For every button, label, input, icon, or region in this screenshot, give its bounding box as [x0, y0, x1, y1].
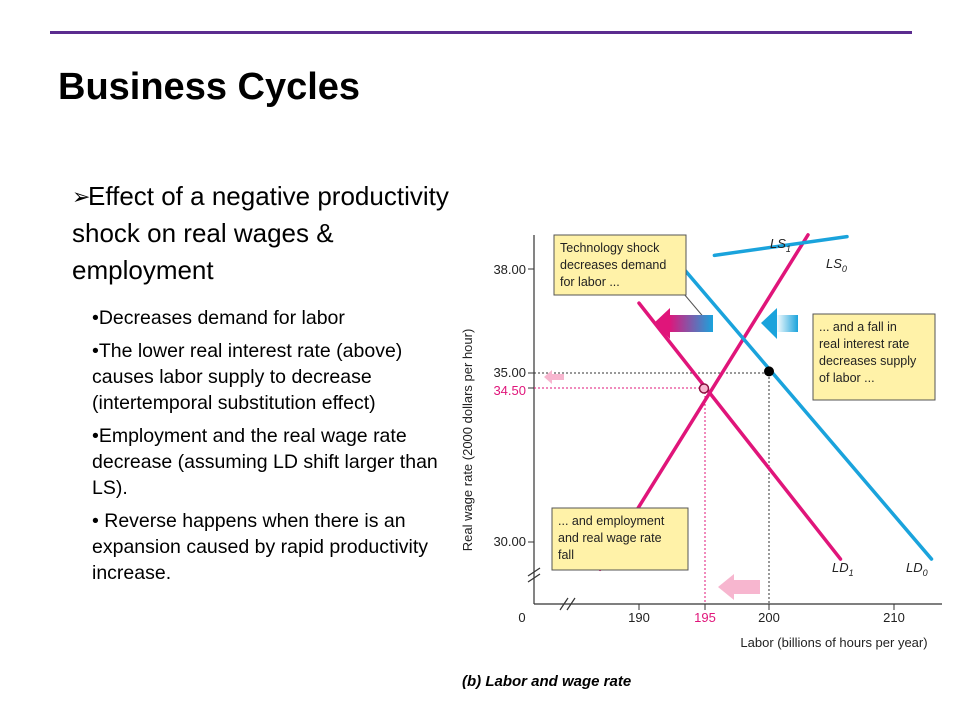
sub-bullet-item: •Decreases demand for labor: [92, 307, 345, 329]
curve-labels: LS1 LS0 LD1 LD0: [770, 236, 928, 578]
y-axis-break: [527, 567, 541, 583]
annotation-line: fall: [558, 548, 574, 562]
y-axis-label: Real wage rate (2000 dollars per hour): [460, 329, 475, 552]
equilibrium-guides: [534, 372, 770, 604]
svg-text:... and a fall in real i: ... and a fall in real interest rate dec…: [819, 320, 920, 385]
svg-text:Technology shock decreas: Technology shock decreases demand for la…: [560, 241, 670, 289]
annotation-technology-shock: Technology shock decreases demand for la…: [553, 234, 687, 296]
origin-label: 0: [518, 610, 525, 625]
x-tick-label: 200: [758, 610, 780, 625]
annotation-line: and real wage rate: [558, 531, 662, 545]
curve-ld0: [676, 260, 934, 561]
annotation-line: ... and employment: [558, 514, 665, 528]
curve-ld1: [637, 301, 843, 561]
employment-fall-arrow: [718, 574, 760, 600]
curve-label-ld1: LD1: [832, 560, 854, 578]
x-axis-label: Labor (billions of hours per year): [740, 635, 927, 650]
annotation-supply-fall: ... and a fall in real interest rate dec…: [812, 313, 936, 401]
labor-market-chart: Real wage rate (2000 dollars per hour) 0…: [460, 233, 942, 650]
x-tick-label: 190: [628, 610, 650, 625]
annotation-line: of labor ...: [819, 371, 875, 385]
y-tick-label: 34.50: [493, 383, 526, 398]
annotation-line: for labor ...: [560, 275, 620, 289]
supply-shift-arrow: [761, 308, 798, 339]
y-tick-label: 35.00: [493, 365, 526, 380]
curve-ls0: [712, 234, 849, 258]
y-tick-label: 38.00: [493, 262, 526, 277]
main-bullet-text: Effect of a negative productivity shock …: [72, 181, 449, 285]
arrow-bullet-icon: ➢: [72, 184, 91, 209]
annotation-line: Technology shock: [560, 241, 660, 255]
equilibrium-points: [698, 366, 774, 394]
equilibrium-point-initial: [764, 366, 774, 377]
y-tick-label: 30.00: [493, 534, 526, 549]
top-rule: [50, 31, 912, 34]
curve-label-ld0: LD0: [906, 560, 928, 578]
curve-label-ls0: LS0: [826, 256, 847, 274]
wage-fall-arrow: [544, 370, 564, 384]
sub-bullet-item: •Employment and the real wage rate decre…: [92, 425, 438, 499]
x-tick-label: 195: [694, 610, 716, 625]
slide-title: Business Cycles: [58, 66, 361, 108]
svg-text:... and employment and r: ... and employment and real wage rate fa…: [558, 514, 668, 562]
main-bullet: ➢ Effect of a negative productivity shoc…: [72, 178, 452, 289]
annotation-line: ... and a fall in: [819, 320, 897, 334]
annotation-line: decreases supply: [819, 354, 917, 368]
x-tick-label: 210: [883, 610, 905, 625]
x-axis-break: [559, 597, 576, 611]
annotation-outcome: ... and employment and real wage rate fa…: [551, 507, 689, 571]
equilibrium-point-new: [698, 383, 710, 394]
sub-bullet-item: •The lower real interest rate (above) ca…: [92, 340, 403, 414]
sub-bullet-list: •Decreases demand for labor •The lower r…: [92, 305, 452, 593]
annotation-line: real interest rate: [819, 337, 909, 351]
curve-label-ls1: LS1: [770, 236, 791, 254]
sub-bullet-item: • Reverse happens when there is an expan…: [92, 510, 429, 584]
demand-shift-arrow: [654, 308, 713, 339]
annotation-line: decreases demand: [560, 258, 666, 272]
chart-caption: (b) Labor and wage rate: [462, 673, 632, 690]
